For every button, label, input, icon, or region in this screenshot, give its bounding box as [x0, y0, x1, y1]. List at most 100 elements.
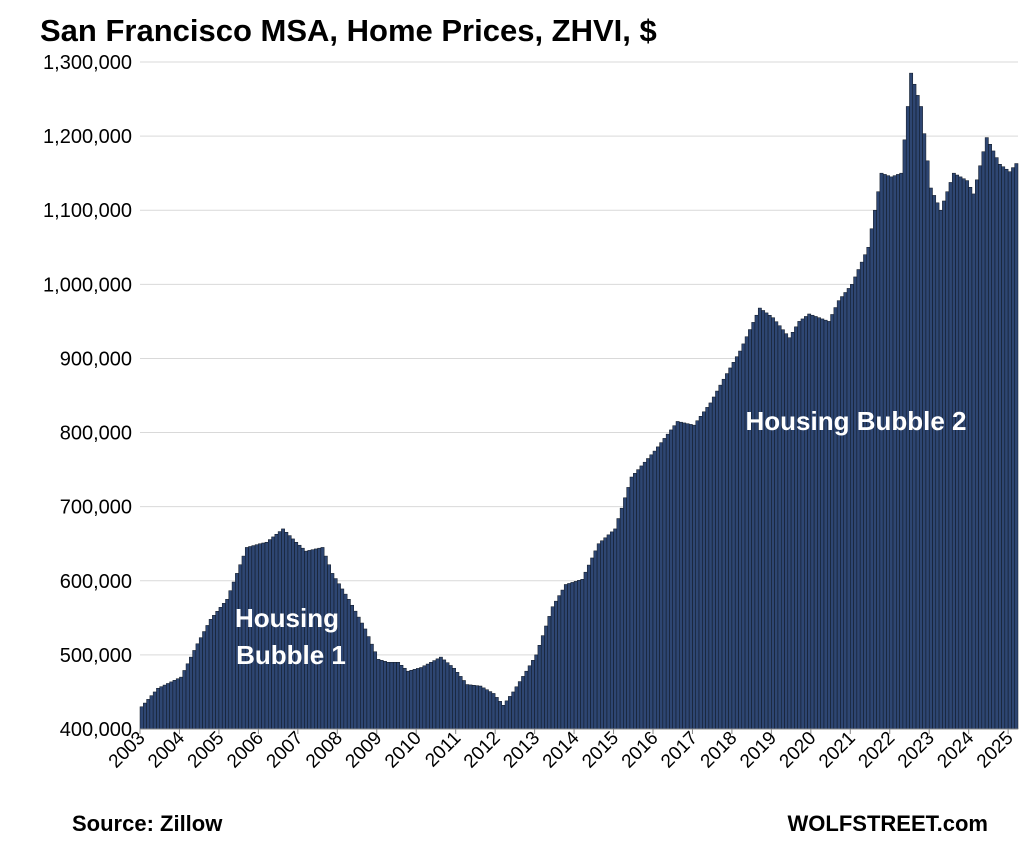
bar	[268, 539, 272, 730]
bar	[928, 187, 933, 730]
bar-series	[139, 72, 1019, 730]
x-tick-label: 2012	[460, 728, 505, 773]
bar	[800, 318, 805, 730]
bar	[208, 619, 213, 730]
bar	[389, 662, 394, 730]
bar	[705, 407, 710, 730]
bar	[212, 615, 216, 730]
bar	[639, 465, 644, 730]
bar	[652, 450, 657, 730]
bar	[478, 685, 483, 730]
bar	[517, 681, 522, 730]
bar	[692, 424, 696, 730]
bar	[264, 541, 269, 730]
x-tick-label: 2021	[815, 728, 860, 773]
bar	[994, 157, 999, 730]
bar	[863, 254, 867, 730]
x-tick-label: 2011	[421, 728, 465, 772]
bar	[626, 487, 631, 730]
bar	[465, 684, 470, 730]
bar	[741, 343, 746, 730]
x-tick-label: 2009	[342, 728, 387, 773]
x-tick-label: 2023	[894, 728, 939, 773]
bar	[600, 540, 604, 730]
bar	[438, 656, 443, 730]
bar	[468, 684, 473, 730]
x-tick-label: 2005	[184, 728, 229, 773]
bar	[859, 261, 864, 730]
bar	[846, 288, 851, 730]
y-tick-label: 400,000	[60, 719, 132, 741]
bar	[146, 699, 151, 730]
bar	[833, 307, 838, 730]
bar	[715, 390, 720, 730]
x-axis-ticks: 2003200420052006200720082009201020112012…	[105, 727, 1018, 772]
bar	[475, 685, 479, 730]
bar	[550, 606, 555, 730]
annotation-bubble1-line1: Housing	[235, 603, 339, 633]
annotation-bubble1-line2: Bubble 1	[236, 640, 346, 670]
bar	[767, 315, 772, 730]
x-tick-label: 2017	[657, 728, 702, 773]
bar	[508, 696, 512, 730]
bar	[156, 687, 160, 730]
bar	[557, 595, 562, 730]
bar	[669, 429, 673, 730]
bar	[721, 378, 726, 730]
bar	[350, 604, 354, 730]
bar	[149, 695, 154, 730]
bar	[182, 670, 187, 730]
bar	[192, 650, 197, 730]
bar	[780, 329, 785, 730]
bar	[189, 656, 193, 730]
bar	[376, 659, 381, 730]
bar	[975, 179, 979, 730]
bar	[948, 182, 953, 730]
bar	[889, 176, 894, 730]
bar	[139, 706, 144, 730]
bar	[978, 165, 983, 730]
bar	[840, 296, 844, 730]
bar	[291, 538, 295, 730]
bar	[540, 635, 545, 730]
bar	[771, 317, 775, 730]
bar	[603, 537, 608, 730]
bar	[702, 411, 706, 730]
x-tick-label: 2006	[223, 728, 268, 773]
bar	[458, 676, 463, 730]
x-tick-label: 2022	[855, 728, 900, 773]
bar	[1001, 166, 1006, 730]
bar	[636, 469, 641, 730]
bar	[218, 607, 223, 730]
bar	[892, 175, 897, 730]
bar	[462, 680, 466, 730]
bar	[432, 660, 437, 730]
bar	[429, 662, 433, 730]
bar	[396, 662, 401, 730]
x-tick-label: 2020	[776, 728, 821, 773]
bar	[175, 678, 180, 730]
bar	[613, 528, 618, 730]
bar	[757, 307, 762, 730]
bar	[366, 636, 371, 730]
bar	[797, 321, 802, 730]
bar	[494, 697, 499, 730]
bar	[958, 176, 963, 730]
bar	[853, 276, 858, 730]
bar	[221, 603, 226, 730]
bar	[810, 314, 815, 730]
bar	[925, 160, 930, 730]
bar	[807, 313, 812, 730]
bar	[830, 314, 835, 730]
bar	[317, 547, 322, 730]
bar	[998, 164, 1002, 730]
x-tick-label: 2019	[736, 728, 781, 773]
bar	[485, 689, 489, 730]
bar	[363, 628, 368, 730]
bar	[961, 178, 966, 730]
bar	[422, 665, 427, 730]
x-tick-label: 2015	[578, 728, 623, 773]
bar	[392, 662, 397, 730]
bar	[300, 547, 305, 730]
